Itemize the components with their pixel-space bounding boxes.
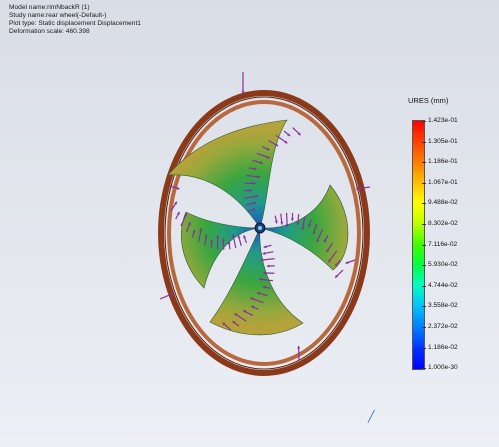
load-arrow-head [290,218,294,221]
load-arrow-head [243,310,247,313]
study-name-label: Study name:rear wheel(-Default-) [9,12,107,19]
load-arrow-head [232,321,236,324]
load-arrow-head [210,239,214,243]
load-arrow-head [284,140,288,144]
load-arrow-head [204,234,208,238]
load-arrow-head [274,220,278,224]
load-arrow-head [345,261,349,264]
legend-tick: 1.067e-01 [422,178,458,186]
load-arrow-head [335,274,339,278]
load-arrow-head [251,305,255,309]
load-arrow-head [187,222,191,225]
load-arrow-head [249,188,252,192]
load-arrow-head [237,235,241,239]
rim-edge [164,96,364,370]
load-arrow-head [169,293,173,296]
load-arrow-head [326,249,330,253]
legend-tick: 8.302e-02 [422,220,458,227]
load-arrow-head [252,181,256,185]
load-arrow-head [262,285,266,289]
legend-title: URES (mm) [408,96,449,105]
load-arrow-head [250,297,254,301]
load-arrow-head [312,231,316,235]
legend-tick: 2.372e-02 [422,323,458,330]
load-arrow-head [262,251,266,255]
load-arrow-head [334,263,338,267]
load-arrow-head [253,167,257,171]
load-arrow-head [263,245,267,249]
load-arrow-head [266,155,270,159]
load-arrow-head [253,201,257,205]
legend-tick: 3.558e-02 [422,302,458,310]
load-arrow-head [252,208,256,212]
spoke-top [167,119,288,229]
hub-center [258,226,262,230]
load-arrow-head [192,229,196,233]
load-arrow-head [266,264,270,268]
load-arrow-head [266,147,270,151]
load-arrow-head [260,258,264,262]
legend-tick: 9.488e-02 [422,199,458,207]
load-arrow-head [216,235,220,238]
plot-type-label: Plot type: Static displacement Displacem… [9,20,141,27]
load-arrow-head [259,161,263,165]
legend-tick: 1.186e-01 [422,158,458,166]
load-arrow-head [255,194,259,198]
study-info-block: Model name:rimNbackR (1) Study name:rear… [9,4,141,36]
load-arrow-head [257,175,261,179]
rim-inner [167,100,361,366]
load-arrow-head [176,211,180,215]
load-arrow-head [316,238,320,242]
load-arrow-head [184,213,187,217]
load-arrow-head [287,133,291,136]
load-arrow-head [297,346,301,349]
model-name-label: Model name:rimNbackR (1) [9,4,90,11]
load-arrow-head [227,241,231,245]
legend-tick: 5.930e-02 [422,261,458,269]
load-arrow-head [275,143,279,147]
deformation-scale-label: Deformation scale: 460.398 [9,28,90,35]
load-arrow-head [241,91,245,94]
load-arrow-head [296,222,300,225]
load-arrow-head [231,234,235,238]
legend-tick: 4.744e-02 [422,281,458,289]
load-arrows [159,71,371,361]
legend-panel: URES (mm) 1.423e-01 1.305e-01 1.186e-01 … [400,96,495,386]
load-arrow-head [328,259,332,263]
load-arrow-head [285,224,289,227]
spoke-right [259,184,349,271]
load-arrow-head [263,271,267,275]
legend-tick: 1.186e-02 [422,343,458,351]
load-arrow-head [222,322,226,326]
load-arrow-head [308,224,312,228]
load-arrow-head [199,228,203,232]
load-arrow-head [356,187,359,191]
load-arrow-head [323,239,327,243]
load-arrow-head [176,186,180,190]
load-arrow-head [174,201,177,205]
legend-tick: 1.000e-30 [422,364,458,372]
load-arrow-head [243,235,247,239]
load-arrow-head [234,313,238,317]
load-arrow-head [256,291,260,295]
triad-icon[interactable]: ╱ [368,411,375,423]
load-arrow-head [221,238,225,242]
legend-tick: 1.423e-01 [422,117,458,124]
rim-outer [158,90,370,376]
legend-tick: 1.305e-01 [422,137,458,145]
load-arrow-head [259,277,262,282]
spoke-bottom [209,227,304,336]
legend-tick: 7.116e-02 [421,240,458,248]
load-arrow-head [297,132,301,136]
load-arrow-head [301,227,305,231]
load-arrow-head [280,221,284,225]
